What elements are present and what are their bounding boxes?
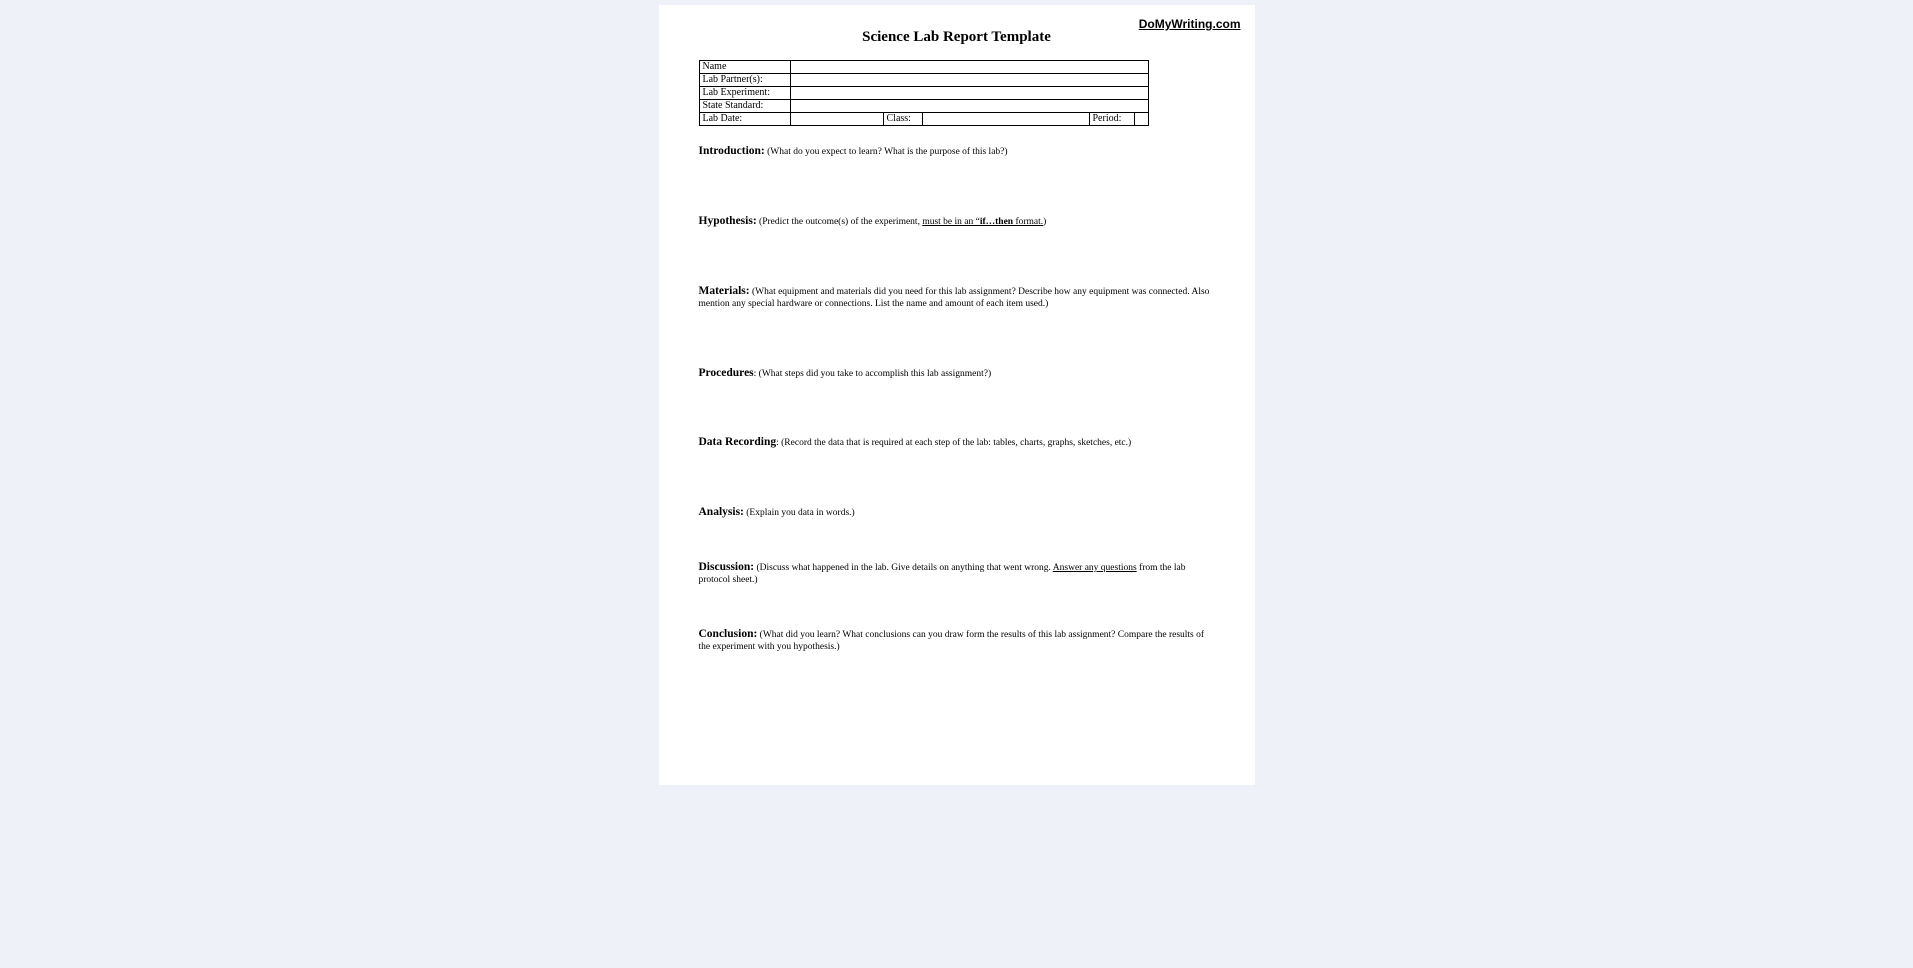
prompt-discussion-pre: (Discuss what happened in the lab. Give … <box>754 563 1053 573</box>
prompt-introduction: (What do you expect to learn? What is th… <box>765 147 1008 157</box>
prompt-hypothesis-post: ) <box>1043 217 1046 227</box>
label-date: Lab Date: <box>699 113 790 126</box>
value-date <box>790 113 883 126</box>
value-class <box>922 113 1089 126</box>
heading-conclusion: Conclusion: <box>699 628 758 640</box>
brand-watermark: DoMyWriting.com <box>1139 17 1241 31</box>
value-experiment <box>790 87 1148 100</box>
label-name: Name <box>699 61 790 74</box>
prompt-hypothesis-bold: if…then <box>980 217 1013 227</box>
table-row: Lab Partner(s): <box>699 74 1148 87</box>
label-class: Class: <box>883 113 922 126</box>
section-hypothesis: Hypothesis: (Predict the outcome(s) of t… <box>699 214 1215 229</box>
prompt-data-recording: (Record the data that is required at eac… <box>779 438 1131 448</box>
label-experiment: Lab Experiment: <box>699 87 790 100</box>
label-standard: State Standard: <box>699 100 790 113</box>
heading-discussion: Discussion: <box>699 561 755 573</box>
prompt-materials: (What equipment and materials did you ne… <box>699 287 1210 309</box>
section-analysis: Analysis: (Explain you data in words.) <box>699 505 1215 520</box>
document-page: DoMyWriting.com Science Lab Report Templ… <box>659 5 1255 785</box>
prompt-analysis: (Explain you data in words.) <box>744 508 855 518</box>
value-partners <box>790 74 1148 87</box>
section-procedures: Procedures: (What steps did you take to … <box>699 366 1215 381</box>
section-conclusion: Conclusion: (What did you learn? What co… <box>699 627 1215 654</box>
section-data-recording: Data Recording: (Record the data that is… <box>699 435 1215 450</box>
section-materials: Materials: (What equipment and materials… <box>699 284 1215 311</box>
value-period <box>1134 113 1148 126</box>
table-row: Name <box>699 61 1148 74</box>
table-row: Lab Date: Class: Period: <box>699 113 1148 126</box>
document-title: Science Lab Report Template <box>699 29 1215 46</box>
value-name <box>790 61 1148 74</box>
heading-introduction: Introduction: <box>699 145 765 157</box>
label-partners: Lab Partner(s): <box>699 74 790 87</box>
section-discussion: Discussion: (Discuss what happened in th… <box>699 560 1215 587</box>
prompt-discussion-underline: Answer any questions <box>1053 563 1137 573</box>
prompt-procedures: (What steps did you take to accomplish t… <box>756 369 991 379</box>
prompt-hypothesis-u1: must be in an “ <box>922 217 980 227</box>
heading-procedures: Procedures <box>699 367 754 379</box>
heading-materials: Materials: <box>699 285 750 297</box>
heading-analysis: Analysis: <box>699 506 744 518</box>
label-period: Period: <box>1089 113 1134 126</box>
table-row: Lab Experiment: <box>699 87 1148 100</box>
prompt-conclusion: (What did you learn? What conclusions ca… <box>699 630 1205 652</box>
info-table: Name Lab Partner(s): Lab Experiment: Sta… <box>699 60 1149 126</box>
prompt-hypothesis-pre: (Predict the outcome(s) of the experimen… <box>757 217 923 227</box>
table-row: State Standard: <box>699 100 1148 113</box>
heading-hypothesis: Hypothesis: <box>699 215 757 227</box>
prompt-hypothesis-u2: format. <box>1013 217 1043 227</box>
section-introduction: Introduction: (What do you expect to lea… <box>699 144 1215 159</box>
value-standard <box>790 100 1148 113</box>
heading-data-recording: Data Recording <box>699 436 777 448</box>
